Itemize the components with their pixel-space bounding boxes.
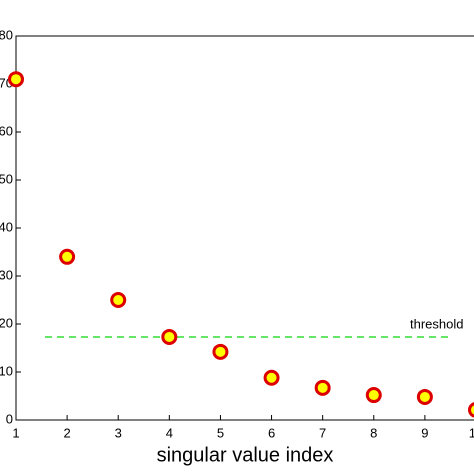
point [416, 388, 433, 405]
threshold-label: threshold [410, 316, 463, 331]
y-tick-label: 10 [0, 363, 13, 378]
y-tick-label: 40 [0, 219, 13, 234]
y-tick-label: 50 [0, 171, 13, 186]
y-tick-label: 30 [0, 267, 13, 282]
x-tick-label: 4 [166, 425, 173, 440]
x-tick-label: 2 [63, 425, 70, 440]
x-axis-label: singular value index [157, 444, 334, 466]
y-tick-label: 0 [6, 411, 13, 426]
point [212, 343, 229, 360]
point [161, 328, 178, 345]
x-tick-label: 9 [421, 425, 428, 440]
x-tick-label: 1 [12, 425, 19, 440]
x-tick-label: 10 [469, 425, 474, 440]
x-tick-label: 3 [115, 425, 122, 440]
point [365, 387, 382, 404]
x-tick-label: 8 [370, 425, 377, 440]
y-tick-label: 60 [0, 123, 13, 138]
x-tick-label: 5 [217, 425, 224, 440]
y-tick-label: 20 [0, 315, 13, 330]
plot-frame [15, 35, 474, 421]
x-tick-label: 6 [268, 425, 275, 440]
point [8, 71, 24, 88]
y-tick-label: 80 [0, 27, 13, 42]
point [263, 369, 280, 386]
point [314, 379, 331, 396]
point [110, 292, 127, 308]
x-tick-label: 7 [319, 425, 326, 440]
point [59, 248, 76, 265]
point [468, 402, 474, 418]
